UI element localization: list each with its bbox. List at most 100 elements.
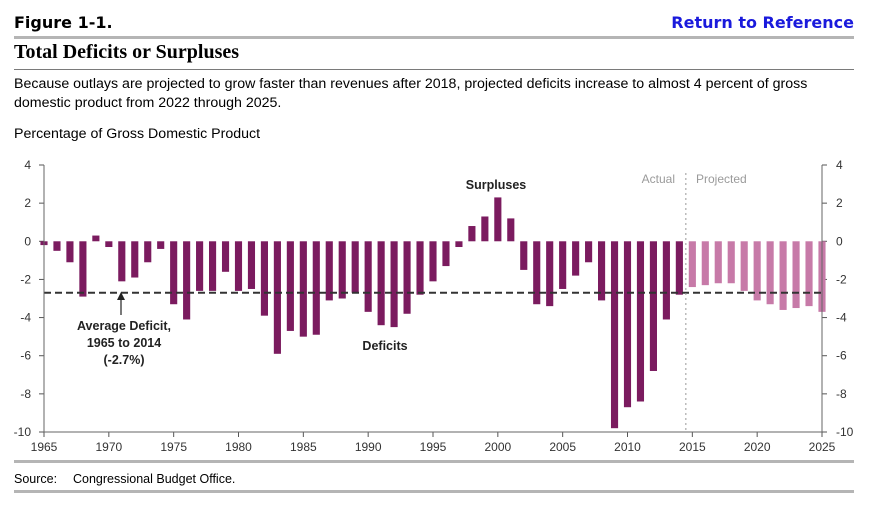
x-tick-label: 1990 [355,440,382,454]
actual-bar [520,241,528,270]
actual-label: Actual [642,172,675,186]
actual-bar [338,241,346,299]
annotations: Surpluses Deficits Actual Projected Aver… [77,172,747,367]
projected-bar [779,241,787,310]
y-tick-label-left: -2 [20,272,31,286]
actual-bar [481,216,489,242]
actual-bar [273,241,281,354]
x-tick-label: 2005 [549,440,576,454]
axes [43,165,823,433]
actual-bar [286,241,294,331]
actual-bar [92,235,100,242]
actual-bar [636,241,645,402]
deficits-label: Deficits [362,339,407,353]
actual-bar [559,241,567,289]
actual-bar [325,241,333,301]
average-deficit-arrowhead [117,292,125,300]
actual-bar [429,241,437,282]
y-axis-label: Percentage of Gross Domestic Product [14,126,261,142]
projected-bar [727,241,735,284]
x-tick-label: 2015 [679,440,706,454]
y-tick-label-left: 0 [24,234,31,248]
x-tick-label: 1970 [95,440,122,454]
x-tick-label: 2000 [484,440,511,454]
actual-bar [442,241,450,267]
projected-bar [688,241,696,288]
x-tick-label: 2020 [744,440,771,454]
source-note: Source: Congressional Budget Office. [14,472,235,486]
source-text: Congressional Budget Office. [73,472,236,486]
y-tick-label-right: -8 [836,387,847,401]
actual-bar [494,197,502,242]
projected-label: Projected [696,172,747,186]
y-tick-label-left: -8 [20,387,31,401]
projected-bar [792,241,800,309]
actual-bar [455,241,463,248]
y-tick-label-right: 2 [836,196,843,210]
actual-bar [662,241,670,320]
actual-bar [196,241,204,291]
actual-bar [53,241,61,251]
actual-bar [209,241,217,291]
actual-bar [105,241,113,248]
y-tick-label-left: 2 [24,196,31,210]
figure-title: Total Deficits or Surpluses [14,41,240,63]
actual-bar [572,241,580,276]
bars [40,197,826,429]
actual-bar [546,241,554,307]
y-tick-label-right: -6 [836,349,847,363]
actual-bar [675,241,683,295]
actual-bar [131,241,139,278]
actual-bar [623,241,632,408]
actual-bar [221,241,230,272]
actual-bar [533,241,541,305]
projected-bar [753,241,761,301]
y-tick-label-right: -2 [836,272,847,286]
figure-subtitle: Because outlays are projected to grow fa… [14,76,808,111]
actual-bar [364,241,372,312]
actual-bar [403,241,411,314]
chart-bottom-divider [14,460,854,463]
y-tick-label-right: 0 [836,234,843,248]
actual-bar [312,241,320,335]
projected-bar [740,241,748,291]
x-tick-label: 2025 [809,440,836,454]
actual-bar [468,226,476,242]
actual-bar [299,241,307,337]
bottom-divider [14,490,854,493]
x-tick-label: 1995 [420,440,447,454]
actual-bar [247,241,256,289]
x-tick-label: 1975 [160,440,187,454]
average-deficit-label-line2: 1965 to 2014 [87,336,161,350]
actual-bar [170,241,178,305]
return-to-reference-link[interactable]: Return to Reference [671,13,854,32]
average-deficit-label-line1: Average Deficit, [77,319,171,333]
x-tick-label: 1965 [31,440,58,454]
actual-bar [234,241,243,291]
actual-bar [610,241,619,429]
actual-bar [260,241,268,316]
actual-bar [118,241,126,282]
y-tick-label-left: -4 [20,311,31,325]
y-tick-label-left: -10 [14,425,32,439]
y-tick-label-right: -10 [836,425,854,439]
actual-bar [649,241,657,371]
projected-bar [714,241,722,284]
projected-bar [766,241,774,305]
actual-bar [416,241,424,295]
title-divider [14,69,854,70]
actual-bar [157,241,165,249]
average-deficit-label-line3: (-2.7%) [104,353,145,367]
actual-bar [144,241,152,263]
actual-bar [183,241,191,320]
actual-bar [507,218,515,242]
projected-bar [701,241,709,286]
y-tick-label-left: -6 [20,349,31,363]
top-divider [14,36,854,39]
x-tick-label: 1980 [225,440,252,454]
actual-bar [390,241,398,328]
actual-bar [377,241,385,326]
actual-bar [585,241,593,263]
